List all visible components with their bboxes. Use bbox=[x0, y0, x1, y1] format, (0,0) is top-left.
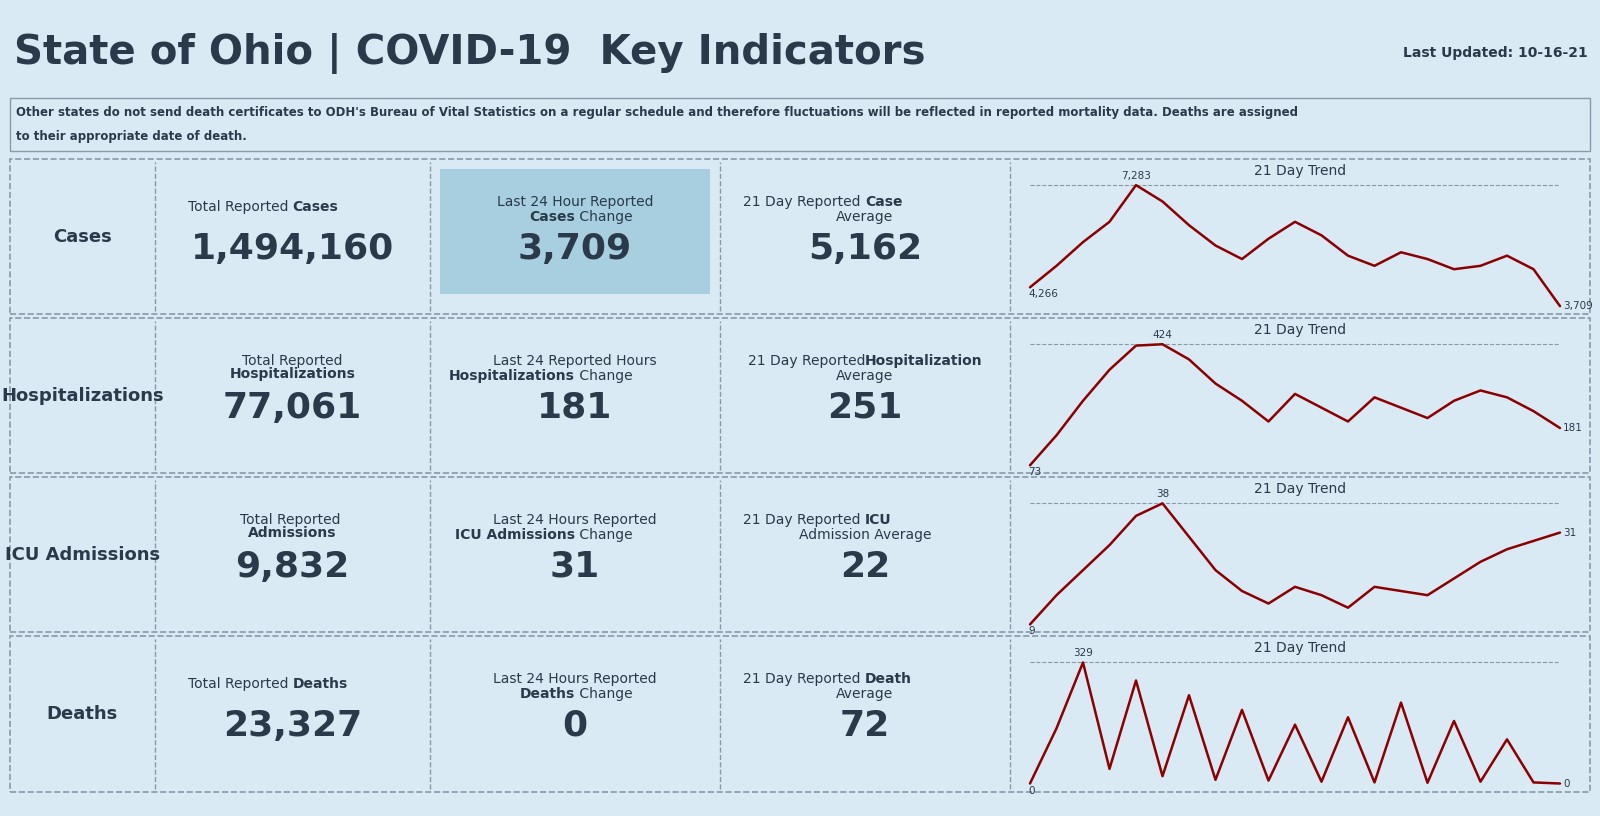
Text: Deaths: Deaths bbox=[520, 687, 574, 701]
Text: 0: 0 bbox=[1027, 786, 1035, 796]
Text: 7,283: 7,283 bbox=[1122, 171, 1150, 181]
Text: 0: 0 bbox=[1563, 778, 1570, 788]
Text: 72: 72 bbox=[840, 709, 890, 743]
Text: Hospitalizations: Hospitalizations bbox=[229, 366, 355, 381]
Text: Admissions: Admissions bbox=[248, 526, 336, 540]
Text: Change: Change bbox=[574, 687, 632, 701]
Text: 4,266: 4,266 bbox=[1027, 290, 1058, 299]
Text: Deaths: Deaths bbox=[293, 677, 347, 691]
Text: Hospitalizations: Hospitalizations bbox=[2, 387, 163, 405]
Text: Hospitalizations: Hospitalizations bbox=[450, 369, 574, 383]
Text: to their appropriate date of death.: to their appropriate date of death. bbox=[16, 130, 246, 143]
Text: 0: 0 bbox=[563, 709, 587, 743]
Text: 1,494,160: 1,494,160 bbox=[190, 232, 394, 266]
Text: 9: 9 bbox=[1027, 627, 1035, 636]
FancyBboxPatch shape bbox=[10, 98, 1590, 151]
Text: Total Reported: Total Reported bbox=[240, 513, 346, 527]
Text: State of Ohio | COVID-19  Key Indicators: State of Ohio | COVID-19 Key Indicators bbox=[14, 33, 925, 73]
Text: ICU Admissions: ICU Admissions bbox=[5, 546, 160, 564]
Text: Death: Death bbox=[866, 672, 912, 686]
Text: Case: Case bbox=[866, 195, 902, 209]
FancyBboxPatch shape bbox=[10, 636, 1590, 792]
Text: 181: 181 bbox=[538, 391, 613, 425]
FancyBboxPatch shape bbox=[10, 159, 1590, 314]
Text: ICU Admissions: ICU Admissions bbox=[454, 528, 574, 542]
Text: 3,709: 3,709 bbox=[1563, 301, 1592, 311]
Text: 23,327: 23,327 bbox=[222, 709, 362, 743]
Text: 21 Day Reported: 21 Day Reported bbox=[742, 672, 866, 686]
Text: Last 24 Reported Hours: Last 24 Reported Hours bbox=[493, 354, 658, 368]
Text: 9,832: 9,832 bbox=[235, 550, 350, 584]
Text: 21 Day Trend: 21 Day Trend bbox=[1254, 482, 1346, 496]
Text: 329: 329 bbox=[1074, 649, 1093, 659]
Text: Admission Average: Admission Average bbox=[798, 528, 931, 542]
Text: 5,162: 5,162 bbox=[808, 232, 922, 266]
FancyBboxPatch shape bbox=[10, 477, 1590, 632]
Text: 21 Day Trend: 21 Day Trend bbox=[1254, 164, 1346, 178]
Text: 21 Day Trend: 21 Day Trend bbox=[1254, 641, 1346, 655]
Text: Hospitalization: Hospitalization bbox=[866, 354, 982, 368]
Text: Average: Average bbox=[837, 369, 894, 383]
Text: Change: Change bbox=[574, 369, 632, 383]
Text: Total Reported: Total Reported bbox=[187, 677, 293, 691]
Text: 31: 31 bbox=[1563, 528, 1576, 538]
Text: Average: Average bbox=[837, 687, 894, 701]
Text: Last 24 Hours Reported: Last 24 Hours Reported bbox=[493, 513, 658, 527]
Text: Average: Average bbox=[837, 210, 894, 224]
Text: 21 Day Reported: 21 Day Reported bbox=[742, 513, 866, 527]
Text: 21 Day Reported: 21 Day Reported bbox=[742, 195, 866, 209]
Text: Deaths: Deaths bbox=[46, 705, 118, 723]
FancyBboxPatch shape bbox=[440, 169, 710, 294]
Text: Cases: Cases bbox=[53, 228, 112, 246]
Text: Cases: Cases bbox=[293, 200, 338, 214]
Text: Total Reported: Total Reported bbox=[187, 200, 293, 214]
Text: Change: Change bbox=[574, 528, 632, 542]
Text: 424: 424 bbox=[1152, 330, 1173, 340]
Text: 3,709: 3,709 bbox=[518, 232, 632, 266]
Text: Total Reported: Total Reported bbox=[242, 354, 342, 368]
Text: Other states do not send death certificates to ODH's Bureau of Vital Statistics : Other states do not send death certifica… bbox=[16, 106, 1298, 119]
Text: Last Updated: 10-16-21: Last Updated: 10-16-21 bbox=[1403, 46, 1587, 60]
Text: Change: Change bbox=[574, 210, 632, 224]
Text: 73: 73 bbox=[1027, 468, 1042, 477]
Text: Last 24 Hours Reported: Last 24 Hours Reported bbox=[493, 672, 658, 686]
Text: 251: 251 bbox=[827, 391, 902, 425]
FancyBboxPatch shape bbox=[10, 318, 1590, 473]
Text: 181: 181 bbox=[1563, 423, 1582, 433]
Text: Cases: Cases bbox=[530, 210, 574, 224]
Text: 31: 31 bbox=[550, 550, 600, 584]
Text: 38: 38 bbox=[1155, 490, 1170, 499]
Text: 22: 22 bbox=[840, 550, 890, 584]
Text: ICU: ICU bbox=[866, 513, 891, 527]
Text: Last 24 Hour Reported: Last 24 Hour Reported bbox=[496, 195, 653, 209]
Text: 21 Day Reported: 21 Day Reported bbox=[747, 354, 866, 368]
Text: 21 Day Trend: 21 Day Trend bbox=[1254, 323, 1346, 337]
Text: 77,061: 77,061 bbox=[222, 391, 362, 425]
